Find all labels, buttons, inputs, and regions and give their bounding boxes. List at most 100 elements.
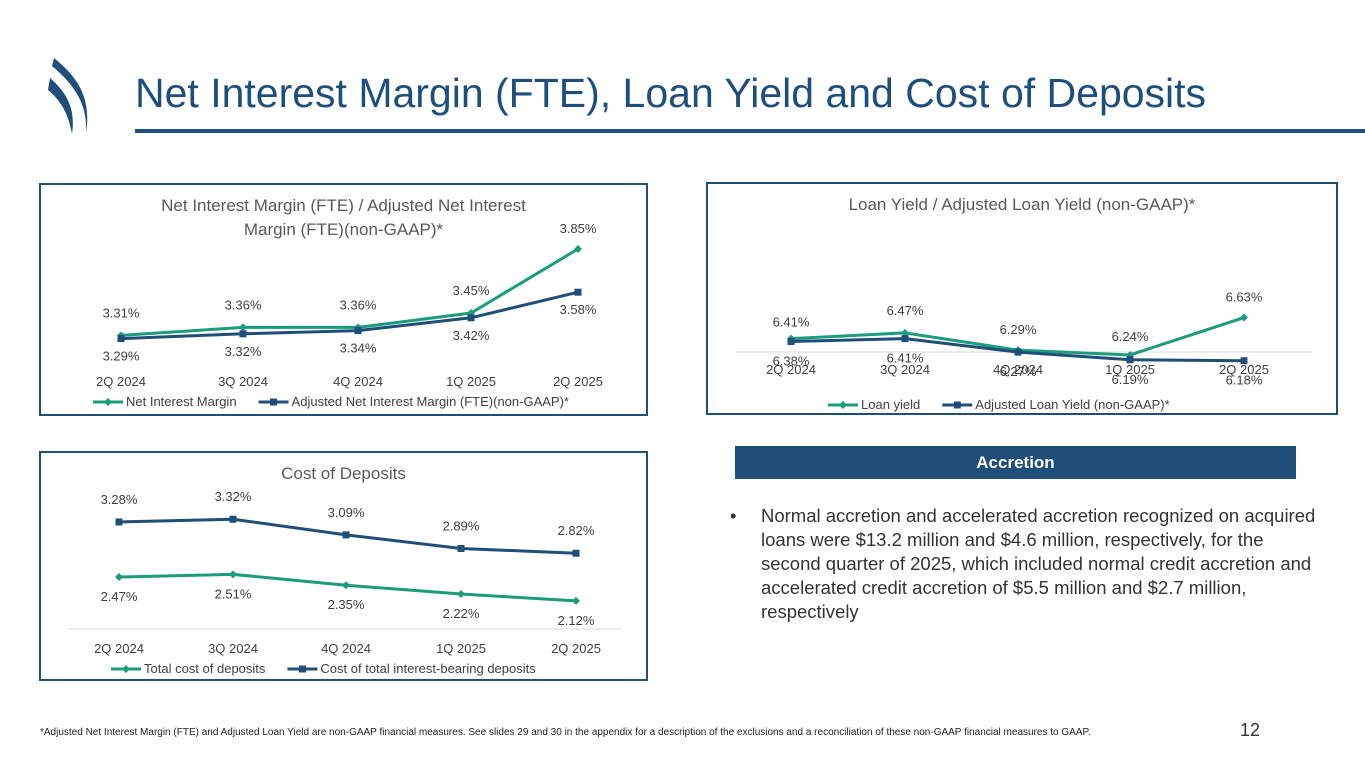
footnote-lead: *Adjusted Net Interest Margin (FTE) and … (40, 727, 466, 738)
data-point-diamond (342, 581, 350, 590)
legend-item: Loan yield (828, 397, 920, 412)
x-tick-label: 2Q 2024 (94, 641, 144, 656)
x-tick-label: 3Q 2024 (208, 641, 258, 656)
data-label: 6.27% (1000, 364, 1037, 379)
title-underline (135, 129, 1365, 133)
data-label: 2.82% (558, 523, 595, 538)
logo-swoosh-inner (48, 78, 73, 134)
nim-chart: Net Interest Margin (FTE) / Adjusted Net… (93, 196, 603, 409)
series-line (120, 247, 579, 337)
data-label: 3.28% (101, 492, 138, 507)
data-point-diamond (901, 328, 909, 337)
data-label: 3.36% (340, 297, 377, 312)
legend-marker (839, 401, 847, 409)
data-label: 2.22% (443, 606, 480, 621)
data-point-square (354, 327, 362, 335)
legend-marker (122, 665, 130, 673)
legend-item: Total cost of deposits (111, 661, 266, 676)
x-tick-label: 4Q 2024 (993, 362, 1043, 377)
accretion-heading: Accretion (735, 446, 1296, 479)
data-point-diamond (1126, 350, 1134, 359)
data-label: 6.41% (773, 315, 810, 330)
data-point-square (229, 515, 237, 523)
data-label: 3.32% (225, 344, 262, 359)
data-point-square (574, 288, 582, 296)
data-label: 2.89% (443, 518, 480, 533)
chart-title: Cost of Deposits (281, 464, 406, 483)
data-label: 3.34% (340, 341, 377, 356)
data-point-square (787, 338, 795, 346)
cost-of-deposits-chart-panel: Cost of Deposits 2Q 2024 3Q 2024 4Q 2024 1Q … (39, 451, 648, 681)
data-point-square (572, 549, 580, 557)
data-point-square (115, 518, 123, 526)
legend-item: Net Interest Margin (93, 394, 237, 409)
x-tick-label: 1Q 2025 (436, 641, 486, 656)
data-point-square (1126, 356, 1134, 364)
data-point-square (117, 335, 125, 343)
data-point-square (467, 314, 475, 322)
data-label: 2.35% (328, 597, 365, 612)
footnote: *Adjusted Net Interest Margin (FTE) and … (40, 726, 1170, 740)
legend-marker (270, 398, 278, 406)
chart-title: Loan Yield / Adjusted Loan Yield (non-GA… (849, 195, 1196, 214)
x-tick-label: 2Q 2025 (551, 641, 601, 656)
data-label: 2.12% (558, 613, 595, 628)
x-tick-label: 1Q 2025 (446, 374, 496, 389)
x-tick-label: 2Q 2024 (766, 362, 816, 377)
data-label: 3.09% (328, 505, 365, 520)
data-label: 3.32% (215, 489, 252, 504)
data-label: 3.36% (225, 297, 262, 312)
data-label: 3.29% (103, 349, 140, 364)
chart-title: Margin (FTE)(non-GAAP)* (244, 220, 444, 239)
accretion-bullet-text: Normal accretion and accelerated accreti… (761, 505, 1316, 622)
footnote-rest: See slides 29 and 30 in the appendix for… (468, 727, 1091, 738)
data-label: 6.47% (887, 303, 924, 318)
legend-label: Total cost of deposits (144, 661, 266, 676)
legend-label: Adjusted Loan Yield (non-GAAP)* (975, 397, 1169, 412)
data-point-diamond (229, 570, 237, 579)
data-label: 3.31% (103, 305, 140, 320)
data-label: 6.38% (773, 354, 810, 369)
loan-yield-chart: Loan Yield / Adjusted Loan Yield (non-GA… (736, 195, 1312, 412)
company-logo (48, 58, 88, 134)
data-label: 6.18% (1226, 373, 1263, 388)
nim-chart-panel: Net Interest Margin (FTE) / Adjusted Net… (39, 183, 648, 416)
data-point-square (1240, 357, 1248, 365)
legend-marker (104, 398, 112, 406)
x-tick-label: 3Q 2024 (218, 374, 268, 389)
legend-label: Cost of total interest-bearing deposits (320, 661, 536, 676)
data-label: 6.41% (887, 351, 924, 366)
data-label: 3.58% (560, 302, 597, 317)
data-label: 2.51% (215, 586, 252, 601)
data-point-diamond (572, 596, 580, 605)
data-label: 6.24% (1112, 329, 1149, 344)
data-label: 3.45% (453, 283, 490, 298)
x-tick-label: 3Q 2024 (880, 362, 930, 377)
data-point-square (239, 330, 247, 338)
data-point-diamond (1240, 313, 1248, 322)
data-point-square (457, 544, 465, 552)
data-point-diamond (239, 323, 247, 332)
cost-of-deposits-chart: Cost of Deposits 2Q 2024 3Q 2024 4Q 2024 1Q … (69, 464, 622, 676)
data-label: 3.42% (453, 328, 490, 343)
data-point-diamond (574, 245, 582, 253)
slide-title: Net Interest Margin (FTE), Loan Yield an… (135, 70, 1207, 116)
legend-marker (298, 665, 306, 673)
data-point-diamond (457, 590, 465, 599)
legend-marker (953, 401, 961, 409)
logo-swoosh-outer (52, 58, 88, 134)
x-tick-label: 4Q 2024 (321, 641, 371, 656)
data-label: 3.85% (560, 221, 597, 236)
x-tick-label: 1Q 2025 (1105, 362, 1155, 377)
data-label: 6.29% (1000, 322, 1037, 337)
bullet-dot: • (730, 505, 737, 526)
x-tick-label: 4Q 2024 (333, 374, 383, 389)
legend-label: Net Interest Margin (126, 394, 237, 409)
loan-yield-chart-panel: Loan Yield / Adjusted Loan Yield (non-GA… (706, 182, 1338, 415)
legend-label: Loan yield (861, 397, 920, 412)
x-tick-label: 2Q 2024 (96, 374, 146, 389)
legend-item: Cost of total interest-bearing deposits (287, 661, 536, 676)
page-number: 12 (1240, 720, 1261, 740)
data-point-diamond (115, 573, 123, 582)
data-label: 6.19% (1112, 372, 1149, 387)
